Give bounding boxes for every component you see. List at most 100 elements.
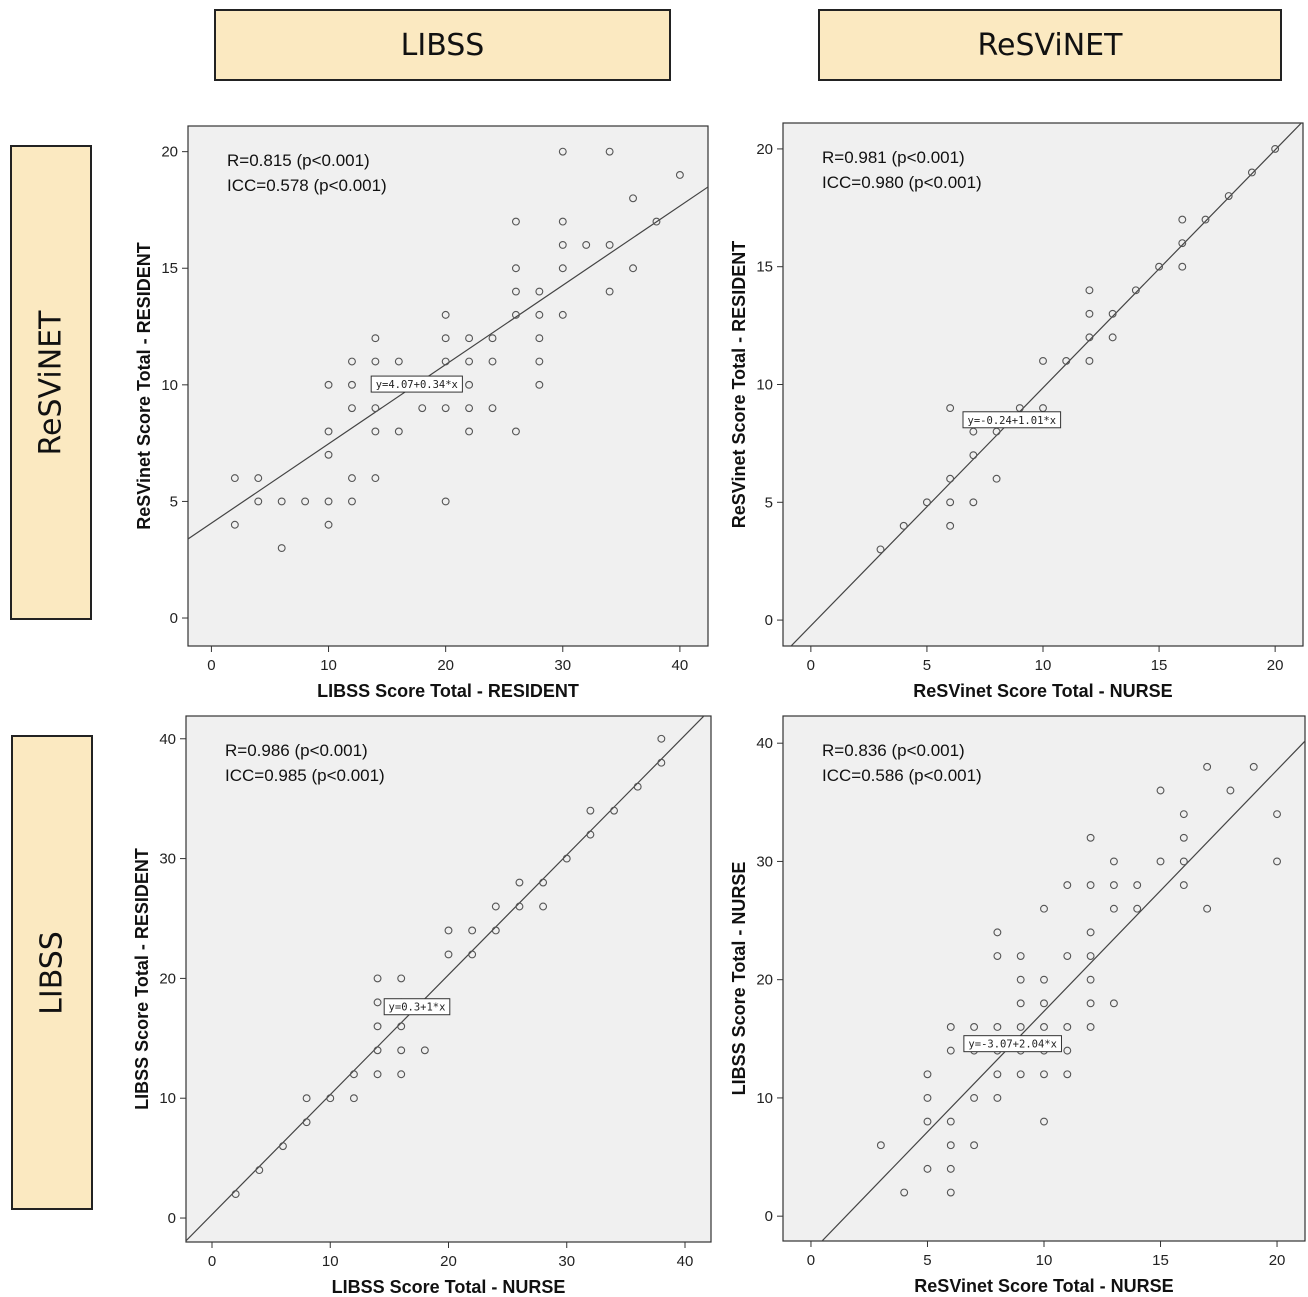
data-point <box>876 1141 885 1150</box>
data-point <box>923 1164 932 1173</box>
x-tick-label: 10 <box>320 657 337 674</box>
data-point <box>1086 881 1095 890</box>
data-point <box>657 758 666 767</box>
y-tick-label: 10 <box>756 1090 773 1107</box>
data-point <box>946 474 955 483</box>
data-point <box>1063 1023 1072 1031</box>
y-tick-label: 10 <box>756 377 773 394</box>
data-point <box>444 926 453 935</box>
data-point <box>992 474 1001 483</box>
data-point <box>605 287 614 296</box>
stat-annotation: ICC=0.586 (p<0.001) <box>822 766 982 785</box>
plot-area <box>185 715 712 1243</box>
data-point <box>1109 881 1118 890</box>
data-point <box>970 1093 979 1102</box>
data-point <box>535 310 544 319</box>
data-point <box>993 1093 1002 1102</box>
data-point <box>582 240 591 249</box>
data-point <box>970 1141 979 1150</box>
data-point <box>1249 762 1258 771</box>
x-axis-label: LIBSS Score Total - RESIDENT <box>317 681 579 701</box>
y-tick-label: 40 <box>159 731 176 748</box>
data-point <box>349 1070 358 1079</box>
data-point <box>397 1046 406 1055</box>
plot-area <box>782 715 1306 1242</box>
data-point <box>1109 857 1118 866</box>
data-point <box>946 498 955 507</box>
data-point <box>465 427 474 436</box>
data-point <box>1086 1023 1095 1031</box>
data-point <box>946 1188 955 1197</box>
data-point <box>254 474 263 483</box>
data-point <box>491 902 500 911</box>
x-tick-label: 10 <box>322 1253 339 1270</box>
data-point <box>1063 952 1072 960</box>
data-point <box>441 497 450 506</box>
data-point <box>946 1046 955 1055</box>
y-tick-label: 40 <box>756 735 773 752</box>
y-tick-label: 10 <box>161 377 178 394</box>
data-point <box>1040 999 1048 1008</box>
data-point <box>1016 952 1025 960</box>
data-point <box>515 902 524 911</box>
data-point <box>279 1142 287 1151</box>
data-point <box>1273 857 1281 866</box>
x-tick-label: 20 <box>440 1253 457 1270</box>
data-point <box>1063 881 1072 890</box>
row-header-libss: LIBSS <box>11 735 93 1210</box>
x-tick-label: 40 <box>672 657 689 674</box>
regression-equation: y=-3.07+2.04*x <box>968 1039 1057 1051</box>
data-point <box>993 928 1002 937</box>
data-point <box>465 334 474 343</box>
y-tick-label: 30 <box>756 853 773 870</box>
x-tick-label: 20 <box>1269 1252 1286 1269</box>
data-point <box>465 357 474 366</box>
data-point <box>397 1022 406 1031</box>
data-point <box>465 404 474 413</box>
data-point <box>277 544 286 553</box>
data-point <box>586 830 595 839</box>
data-point <box>586 806 595 815</box>
data-point <box>1040 1023 1048 1031</box>
x-tick-label: 30 <box>558 1253 575 1270</box>
data-point <box>511 310 520 319</box>
data-point <box>993 952 1002 960</box>
stat-annotation: ICC=0.985 (p<0.001) <box>225 766 385 785</box>
data-point <box>605 240 614 249</box>
data-point <box>558 147 567 156</box>
regression-equation-box <box>370 375 463 393</box>
data-point <box>675 171 684 179</box>
data-point <box>511 287 520 296</box>
regression-equation: y=-0.24+1.01*x <box>968 415 1057 427</box>
data-point <box>441 357 450 366</box>
data-point <box>441 404 450 413</box>
data-point <box>535 357 544 366</box>
data-point <box>301 497 310 506</box>
y-tick-label: 10 <box>159 1090 176 1107</box>
data-point <box>993 1023 1002 1031</box>
x-tick-label: 0 <box>207 657 215 674</box>
data-point <box>1085 286 1094 295</box>
data-point <box>1063 1046 1072 1055</box>
data-point <box>1086 999 1095 1008</box>
data-point <box>946 1164 955 1173</box>
data-point <box>1086 928 1095 937</box>
data-point <box>465 380 474 389</box>
data-point <box>491 926 500 935</box>
x-tick-label: 40 <box>677 1253 694 1270</box>
data-point <box>923 1070 932 1079</box>
y-axis-label: LIBSS Score Total - RESIDENT <box>132 848 152 1110</box>
stat-annotation: R=0.986 (p<0.001) <box>225 741 368 760</box>
y-axis-label: LIBSS Score Total - NURSE <box>729 862 749 1096</box>
data-point <box>420 1046 429 1055</box>
scatter-panel: 0 5 10 15 20 0 10 20 30 40 ReSVinet Score Total - … <box>729 715 1306 1296</box>
data-point <box>1179 857 1188 866</box>
data-point <box>277 497 286 506</box>
data-point <box>371 427 380 436</box>
data-point <box>511 264 520 273</box>
data-point <box>397 1070 406 1079</box>
y-axis-label: ReSVinet Score Total - RESIDENT <box>729 241 749 528</box>
data-point <box>441 334 450 343</box>
data-point <box>1040 1117 1048 1126</box>
data-point <box>394 357 403 366</box>
